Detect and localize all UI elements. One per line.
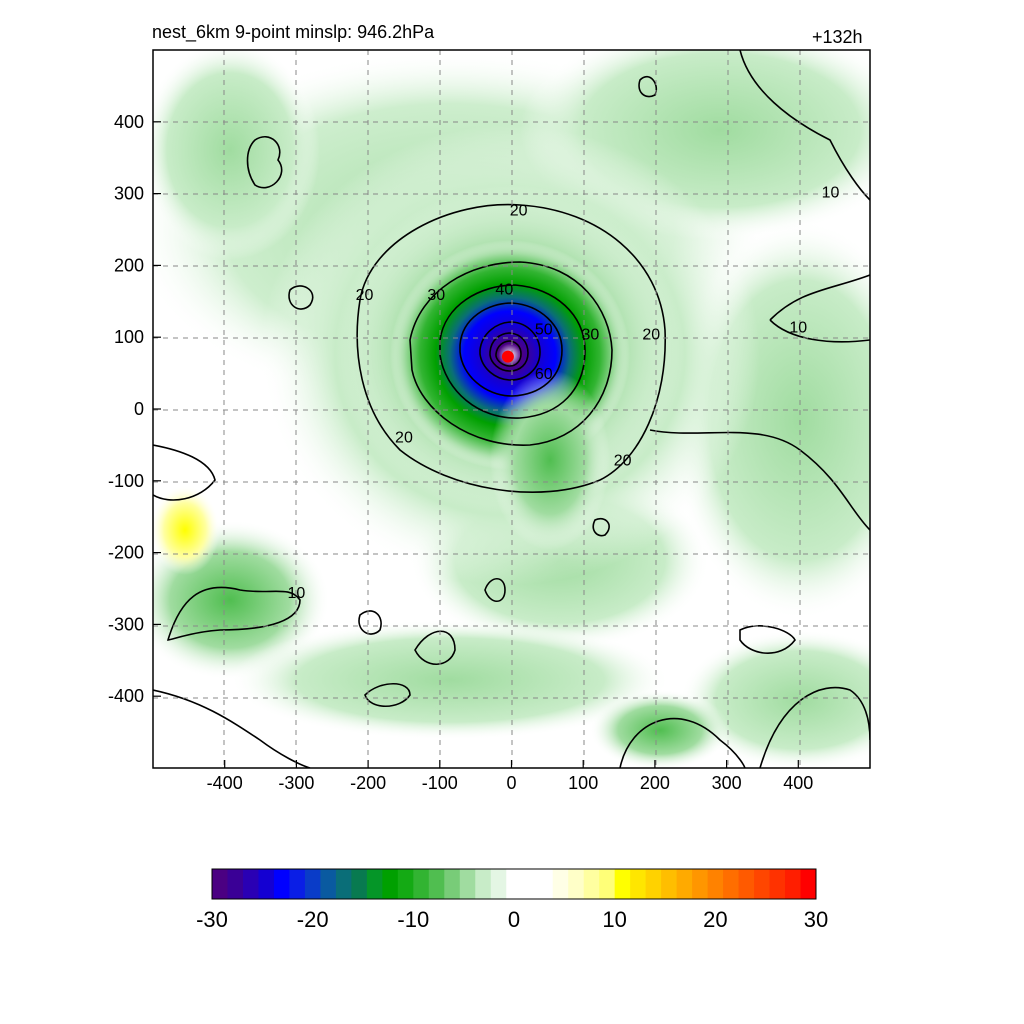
x-tick-label: 300 — [712, 773, 742, 793]
contour-labels: 20 10 20 30 40 50 30 20 10 60 20 20 10 — [288, 184, 840, 602]
contour-lines — [153, 50, 870, 768]
y-axis: 400 300 200 100 0 -100 -200 -300 -400 — [108, 112, 161, 706]
colorbar-swatch — [227, 869, 244, 899]
y-tick-label: -400 — [108, 686, 144, 706]
x-tick-label: 100 — [568, 773, 598, 793]
colorbar-tick-label: -10 — [397, 907, 429, 932]
x-tick-label: -200 — [350, 773, 386, 793]
colorbar-swatch — [273, 869, 290, 899]
colorbar-swatch — [800, 869, 817, 899]
contour-label: 30 — [427, 287, 445, 304]
colorbar: -30 -20 -10 0 10 20 30 — [196, 868, 828, 932]
colorbar-tick-label: 10 — [602, 907, 626, 932]
colorbar-swatch — [676, 869, 693, 899]
y-tick-label: 0 — [134, 399, 144, 419]
colorbar-swatch — [754, 869, 771, 899]
x-tick-label: 400 — [783, 773, 813, 793]
colorbar-swatch — [568, 869, 585, 899]
colorbar-swatch — [428, 869, 445, 899]
colorbar-swatch — [537, 869, 554, 899]
colorbar-swatch — [583, 869, 600, 899]
y-tick-label: 100 — [114, 327, 144, 347]
colorbar-swatch — [552, 869, 569, 899]
y-tick-label: -300 — [108, 614, 144, 634]
colorbar-swatch — [304, 869, 321, 899]
contour-label: 10 — [789, 319, 807, 336]
colorbar-swatch — [459, 869, 476, 899]
x-tick-label: -100 — [422, 773, 458, 793]
x-tick-label: -300 — [278, 773, 314, 793]
colorbar-swatch — [258, 869, 275, 899]
colorbar-swatch — [645, 869, 662, 899]
x-tick-label: -400 — [207, 773, 243, 793]
colorbar-frame — [211, 868, 817, 900]
colorbar-swatch — [738, 869, 755, 899]
x-tick-label: 0 — [506, 773, 516, 793]
chart-title: nest_6km 9-point minslp: 946.2hPa — [152, 22, 435, 42]
colorbar-tick-label: 30 — [804, 907, 828, 932]
colorbar-swatch — [614, 869, 631, 899]
contour-label: 50 — [535, 322, 553, 339]
colorbar-swatch — [769, 869, 786, 899]
colorbar-swatch — [413, 869, 430, 899]
colorbar-swatch — [661, 869, 678, 899]
colorbar-swatch — [475, 869, 492, 899]
colorbar-swatch — [289, 869, 306, 899]
colorbar-swatch — [599, 869, 616, 899]
colorbar-swatch — [397, 869, 414, 899]
colorbar-swatch — [630, 869, 647, 899]
y-tick-label: 400 — [114, 112, 144, 132]
colorbar-tick-label: -30 — [196, 907, 228, 932]
y-tick-label: -100 — [108, 471, 144, 491]
colorbar-swatch — [320, 869, 337, 899]
colorbar-swatch — [490, 869, 507, 899]
colorbar-swatch — [785, 869, 802, 899]
shaded-field — [153, 50, 870, 768]
contour-label: 20 — [614, 452, 632, 469]
x-axis: -400 -300 -200 -100 0 100 200 300 400 — [207, 760, 813, 793]
colorbar-tick-label: 20 — [703, 907, 727, 932]
colorbar-swatch — [723, 869, 740, 899]
y-tick-label: 200 — [114, 255, 144, 275]
colorbar-swatch — [444, 869, 461, 899]
colorbar-swatch — [382, 869, 399, 899]
colorbar-swatch — [335, 869, 352, 899]
colorbar-swatch — [692, 869, 709, 899]
colorbar-tick-label: -20 — [297, 907, 329, 932]
contour-label: 60 — [535, 366, 553, 383]
contour-label: 20 — [356, 287, 374, 304]
colorbar-tick-label: 0 — [508, 907, 520, 932]
colorbar-swatch — [366, 869, 383, 899]
contour-label: 30 — [581, 327, 599, 344]
contour-label: 20 — [642, 327, 660, 344]
storm-center-marker — [501, 350, 514, 363]
lead-time-label: +132h — [812, 27, 863, 47]
colorbar-swatch — [506, 869, 523, 899]
colorbar-swatch — [212, 869, 228, 899]
colorbar-swatch — [242, 869, 259, 899]
x-tick-label: 200 — [640, 773, 670, 793]
contour-label: 10 — [288, 585, 306, 602]
contour-label: 20 — [510, 202, 528, 219]
colorbar-swatch — [351, 869, 368, 899]
colorbar-swatch — [707, 869, 724, 899]
contour-label: 10 — [822, 184, 840, 201]
contour-label: 20 — [395, 429, 413, 446]
y-tick-label: 300 — [114, 184, 144, 204]
y-tick-label: -200 — [108, 543, 144, 563]
storm-center — [501, 350, 514, 363]
contour-label: 40 — [495, 281, 513, 298]
colorbar-swatch — [521, 869, 538, 899]
